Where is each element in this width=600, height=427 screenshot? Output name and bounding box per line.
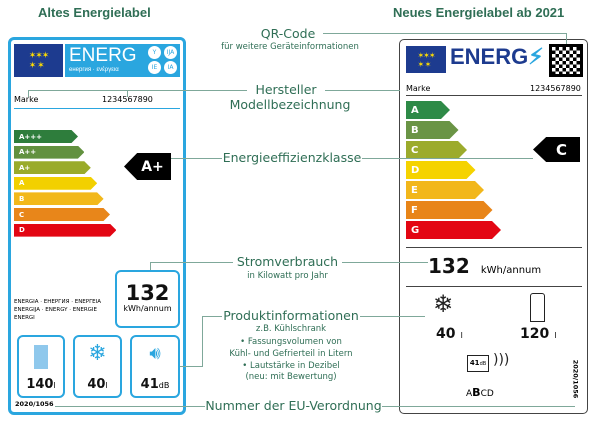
divider [406,95,582,96]
annotation-model: Modellbezeichnung [229,97,351,112]
old-label-heading: Altes Energielabel [38,5,151,20]
old-noise-box: 🔊︎ 41dB [130,335,180,398]
old-brand: Marke [14,95,39,104]
old-language-text: ENERGIA · ЕНЕРГИЯ · ΕΝΕΡΓΕΙΑ ENERGIJA · E… [14,299,102,321]
old-regulation: 2020/1056 [15,400,54,408]
old-class-bar: D [14,224,116,237]
new-fridge-volume: 120 l [520,326,557,342]
annotation-bullet-volume: • Fassungsvolumen von [240,337,342,347]
snowflake-icon: ❄ [88,341,107,366]
annotation-consumption-sub: in Kilowatt pro Jahr [247,271,328,281]
new-label-heading: Neues Energielabel ab 2021 [393,5,565,20]
annotation-qr-sub: für weitere Geräteinformationen [221,42,359,52]
new-class-bar: F [406,201,493,219]
qr-code-icon[interactable] [549,44,583,77]
new-brand: Marke [406,84,431,93]
divider [14,108,180,109]
new-regulation: 2020/1056 [571,359,580,399]
new-class-bar: G [406,221,501,239]
language-badge: IE [148,61,161,74]
eu-flag-icon: ✶✶✶ ✶ ✶ [406,46,446,73]
energ-logo-text: ENERG [69,45,137,66]
old-consumption-unit: kWh/annum [123,304,172,313]
annotation-bullet-noise: • Lautstärke in Dezibel [242,361,340,371]
old-class-bar: C [14,208,110,221]
annotation-qr-code: QR-Code [260,26,316,41]
old-class-bar: B [14,192,104,205]
annotation-bullet-volume-detail: Kühl- und Gefrierteil in Litern [229,349,353,359]
lightning-icon: ⚡︎ [528,44,544,69]
new-class-bar: E [406,181,484,199]
old-freezer-box: ❄ 40l [73,335,122,398]
old-class-bar: A+ [14,161,91,174]
speaker-icon: 41dB [467,355,489,372]
divider [406,286,582,287]
language-badge: Y [148,46,161,59]
old-energy-label [8,37,186,415]
sound-waves-icon: ))) [493,352,510,368]
annotation-bullet-noise-detail: (neu: mit Bewertung) [245,372,337,382]
new-freezer-volume: 40 l [436,326,463,342]
old-class-bar: A+++ [14,130,78,143]
noise-class-scale: ABCD [466,386,494,399]
new-consumption: 132 kWh/annum [428,254,542,278]
annotation-consumption: Stromverbrauch [236,254,339,269]
speaker-icon: 🔊︎ [149,343,161,364]
snowflake-icon: ❄ [433,290,454,318]
language-badge: IA [164,61,177,74]
energ-logo: ENERG енергия · ενέργεια Y IJA IE IA [65,44,180,77]
fridge-icon [34,345,48,369]
old-consumption-box: 132 kWh/annum [115,270,180,328]
annotation-efficiency-class: Energieeffizienzklasse [222,150,362,165]
old-volume-box: 140l [17,335,65,398]
energ-logo-subtext: енергия · ενέργεια [69,67,119,73]
annotation-product-example: z.B. Kühlschrank [255,324,327,334]
new-class-bar: D [406,161,476,179]
eu-flag-icon: ✶✶✶ ✶ ✶ [14,44,63,77]
language-badge: IJA [164,46,177,59]
old-class-bar: A [14,177,97,190]
fridge-icon [530,293,545,322]
new-energy-label [399,39,588,414]
annotation-manufacturer: Hersteller [255,82,317,97]
new-model: 1234567890 [530,84,581,93]
annotation-product-info: Produktinformationen [223,308,359,323]
old-model: 1234567890 [102,95,153,104]
annotation-regulation: Nummer der EU-Verordnung [205,398,382,413]
new-class-bar: B [406,121,459,139]
new-class-bar: A [406,101,450,119]
new-class-bar: C [406,141,467,159]
divider [406,247,582,248]
old-class-bar: A++ [14,146,84,159]
new-energ-logo: ENERG⚡︎ [450,44,544,69]
old-consumption-value: 132 [125,281,170,305]
